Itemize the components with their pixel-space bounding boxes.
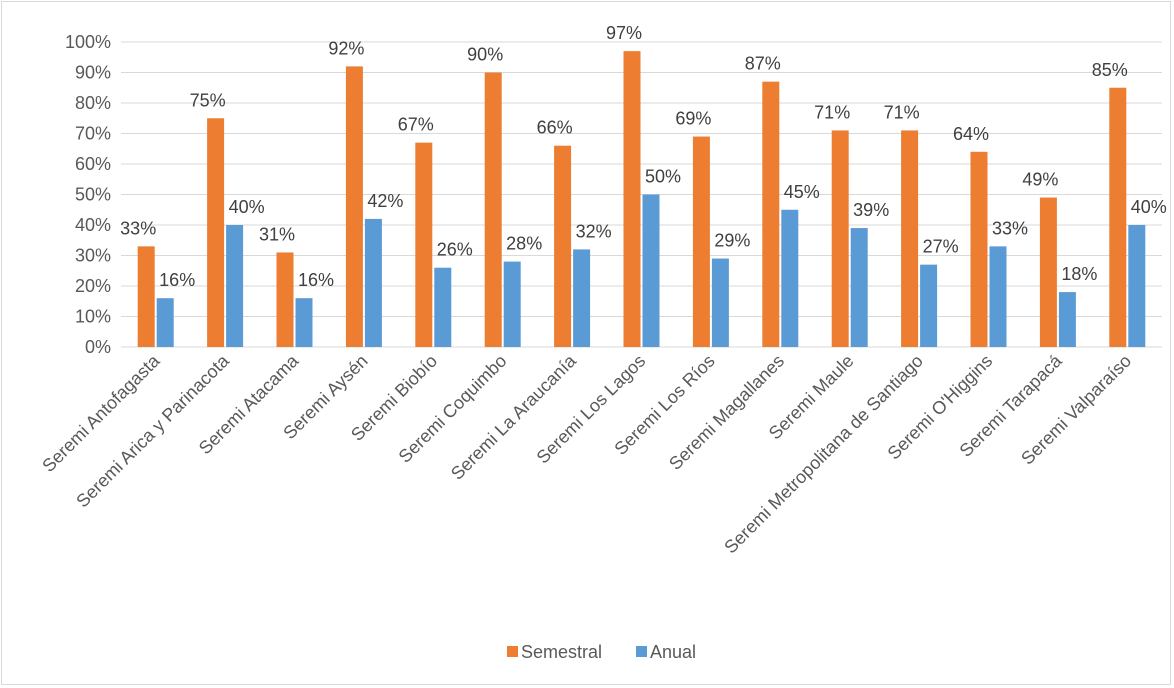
- data-label-anual: 28%: [506, 234, 542, 254]
- y-tick-label: 80%: [75, 93, 111, 113]
- data-label-semestral: 66%: [537, 118, 573, 138]
- bar-anual: [226, 225, 244, 347]
- gridlines: [121, 41, 1162, 348]
- data-label-anual: 27%: [923, 237, 959, 257]
- bar-anual: [156, 298, 174, 347]
- bar-anual: [850, 228, 868, 347]
- data-label-semestral: 75%: [190, 90, 226, 110]
- y-tick-label: 90%: [75, 63, 111, 83]
- bar-semestral: [1109, 87, 1127, 347]
- bar-anual: [364, 218, 382, 347]
- bar-anual: [1058, 292, 1076, 347]
- data-label-semestral: 33%: [120, 218, 156, 238]
- legend-label-semestral: Semestral: [521, 642, 602, 662]
- legend-swatch-semestral: [507, 646, 518, 657]
- data-label-anual: 16%: [298, 270, 334, 290]
- x-category-label: Seremi La Araucanía: [447, 350, 581, 484]
- bar-semestral: [623, 51, 641, 348]
- bar-semestral: [415, 142, 433, 347]
- data-label-anual: 18%: [1061, 264, 1097, 284]
- bar-semestral: [554, 145, 572, 347]
- data-label-semestral: 31%: [259, 224, 295, 244]
- data-label-semestral: 69%: [675, 109, 711, 129]
- bar-anual: [711, 258, 729, 347]
- data-labels: 33% 16% 75% 40% 31% 16% 92% 42% 67% 26% 90% 28% 66% 3…: [120, 23, 1167, 290]
- bar-semestral: [207, 118, 225, 347]
- bar-anual: [295, 298, 313, 347]
- bar-semestral: [484, 72, 502, 347]
- data-label-anual: 32%: [576, 221, 612, 241]
- data-label-anual: 33%: [992, 218, 1028, 238]
- data-label-semestral: 87%: [745, 54, 781, 74]
- data-label-anual: 50%: [645, 167, 681, 187]
- y-tick-label: 70%: [75, 124, 111, 144]
- y-tick-label: 0%: [85, 337, 111, 357]
- data-label-semestral: 97%: [606, 23, 642, 43]
- y-tick-label: 20%: [75, 276, 111, 296]
- y-tick-label: 30%: [75, 246, 111, 266]
- data-label-anual: 42%: [367, 191, 403, 211]
- data-label-semestral: 85%: [1092, 60, 1128, 80]
- bars: [137, 51, 1146, 348]
- data-label-anual: 40%: [1131, 197, 1167, 217]
- y-axis-ticks: 0% 10% 20% 30% 40% 50% 60% 70% 80% 90% 100%: [65, 32, 111, 357]
- data-label-anual: 29%: [714, 231, 750, 251]
- bar-anual: [503, 261, 521, 347]
- y-tick-label: 40%: [75, 215, 111, 235]
- bar-anual: [989, 246, 1007, 347]
- x-category-label: Seremi Magallanes: [665, 351, 788, 474]
- data-label-anual: 39%: [853, 200, 889, 220]
- data-label-semestral: 92%: [328, 38, 364, 58]
- data-label-semestral: 49%: [1022, 170, 1058, 190]
- data-label-semestral: 71%: [884, 102, 920, 122]
- legend-label-anual: Anual: [650, 642, 696, 662]
- data-label-anual: 45%: [784, 182, 820, 202]
- bar-anual: [434, 267, 452, 347]
- data-label-anual: 40%: [229, 197, 265, 217]
- y-tick-label: 10%: [75, 307, 111, 327]
- bar-anual: [781, 209, 799, 347]
- bar-semestral: [831, 130, 849, 347]
- bar-semestral: [762, 81, 780, 348]
- data-label-semestral: 90%: [467, 45, 503, 65]
- bar-semestral: [137, 246, 155, 347]
- bar-anual: [920, 264, 938, 347]
- data-label-semestral: 71%: [814, 102, 850, 122]
- bar-anual: [573, 249, 591, 347]
- bar-semestral: [345, 66, 363, 348]
- legend-swatch-anual: [636, 646, 647, 657]
- bar-semestral: [692, 136, 710, 347]
- y-tick-label: 50%: [75, 185, 111, 205]
- data-label-semestral: 67%: [398, 115, 434, 135]
- x-category-label: Seremi Antofagasta: [38, 350, 164, 476]
- y-tick-label: 100%: [65, 32, 111, 52]
- data-label-semestral: 64%: [953, 124, 989, 144]
- bar-semestral: [970, 151, 988, 347]
- bar-semestral: [901, 130, 919, 347]
- data-label-anual: 26%: [437, 240, 473, 260]
- bar-semestral: [1039, 197, 1057, 347]
- bar-semestral: [276, 252, 294, 347]
- data-label-anual: 16%: [159, 270, 195, 290]
- legend: Semestral Anual: [507, 642, 696, 662]
- y-tick-label: 60%: [75, 154, 111, 174]
- bar-anual: [642, 194, 660, 347]
- bar-anual: [1128, 225, 1146, 347]
